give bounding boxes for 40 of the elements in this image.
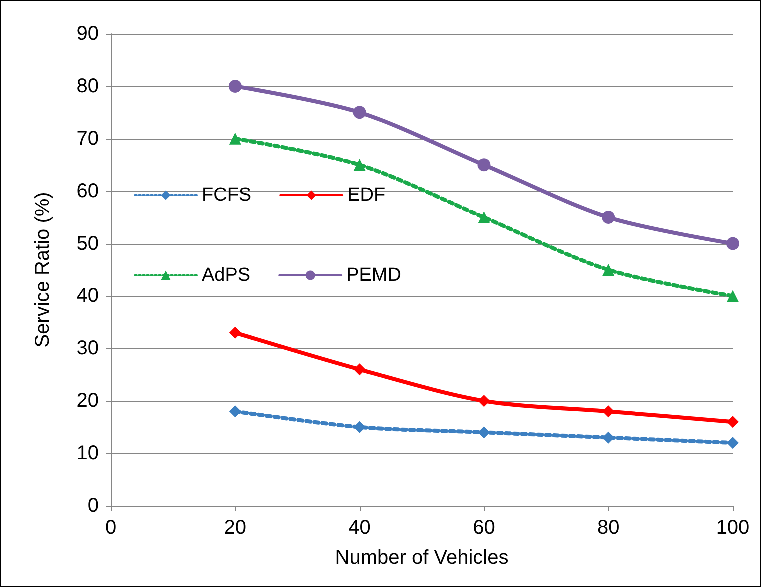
point	[229, 326, 242, 339]
point	[478, 426, 490, 439]
x-tick-label: 100	[716, 517, 750, 539]
legend-label: FCFS	[202, 185, 252, 206]
point	[353, 106, 366, 120]
point	[354, 159, 366, 172]
legend-label: AdPS	[202, 265, 251, 286]
point	[727, 416, 739, 428]
legend-label: PEMD	[346, 265, 402, 286]
y-tick-label: 20	[76, 390, 99, 412]
x-tick-label: 60	[473, 517, 496, 539]
point	[727, 437, 739, 450]
y-tick-label: 0	[88, 495, 99, 517]
y-tick-label: 70	[76, 128, 99, 150]
point	[478, 395, 490, 408]
point	[354, 364, 366, 376]
y-axis-title: Service Ratio (%)	[32, 192, 54, 348]
point	[229, 406, 242, 418]
x-tick-label: 80	[597, 517, 620, 539]
y-tick-label: 90	[76, 23, 99, 45]
x-axis-title: Number of Vehicles	[335, 547, 509, 569]
y-tick-label: 30	[76, 338, 99, 360]
point	[727, 290, 739, 302]
legend-label: EDF	[348, 185, 386, 206]
point	[602, 211, 616, 224]
point	[228, 80, 242, 93]
point	[726, 237, 740, 250]
x-tick-label: 40	[348, 517, 371, 539]
point	[229, 132, 242, 145]
point	[478, 212, 490, 224]
x-tick-label: 20	[224, 517, 247, 539]
y-tick-label: 40	[76, 285, 99, 308]
y-tick-label: 80	[76, 75, 99, 98]
x-tick-label: 0	[105, 517, 117, 539]
y-tick-label: 10	[76, 442, 99, 465]
point	[478, 158, 491, 172]
point	[602, 264, 615, 276]
point	[354, 421, 366, 434]
y-tick-label: 60	[76, 180, 99, 202]
y-tick-label: 50	[76, 232, 99, 255]
